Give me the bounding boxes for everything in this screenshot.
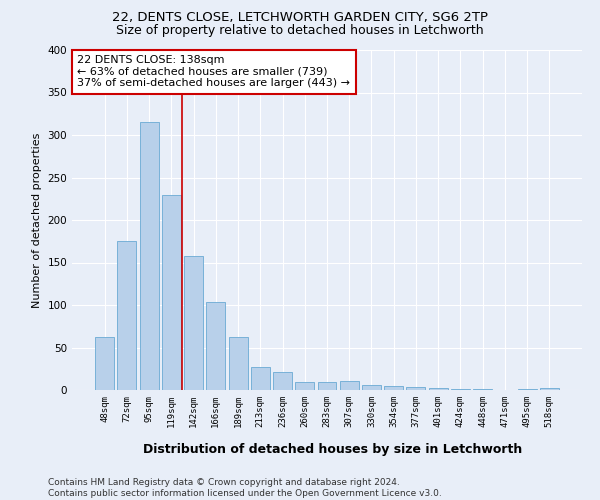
Bar bbox=[540, 388, 559, 390]
Bar bbox=[451, 389, 470, 390]
Bar bbox=[95, 338, 114, 390]
Text: Contains HM Land Registry data © Crown copyright and database right 2024.
Contai: Contains HM Land Registry data © Crown c… bbox=[48, 478, 442, 498]
Bar bbox=[162, 194, 181, 390]
Bar bbox=[340, 380, 359, 390]
Text: 22 DENTS CLOSE: 138sqm
← 63% of detached houses are smaller (739)
37% of semi-de: 22 DENTS CLOSE: 138sqm ← 63% of detached… bbox=[77, 55, 350, 88]
Bar bbox=[140, 122, 158, 390]
Y-axis label: Number of detached properties: Number of detached properties bbox=[32, 132, 42, 308]
Bar bbox=[251, 367, 270, 390]
Bar bbox=[473, 389, 492, 390]
Bar bbox=[184, 256, 203, 390]
Bar bbox=[518, 389, 536, 390]
Bar bbox=[317, 382, 337, 390]
Bar bbox=[362, 385, 381, 390]
Bar bbox=[229, 338, 248, 390]
Bar bbox=[118, 242, 136, 390]
Bar bbox=[429, 388, 448, 390]
Bar bbox=[384, 386, 403, 390]
Bar bbox=[206, 302, 225, 390]
Text: Size of property relative to detached houses in Letchworth: Size of property relative to detached ho… bbox=[116, 24, 484, 37]
Bar bbox=[273, 372, 292, 390]
Bar bbox=[295, 382, 314, 390]
Text: 22, DENTS CLOSE, LETCHWORTH GARDEN CITY, SG6 2TP: 22, DENTS CLOSE, LETCHWORTH GARDEN CITY,… bbox=[112, 11, 488, 24]
Bar bbox=[406, 386, 425, 390]
Text: Distribution of detached houses by size in Letchworth: Distribution of detached houses by size … bbox=[143, 442, 523, 456]
